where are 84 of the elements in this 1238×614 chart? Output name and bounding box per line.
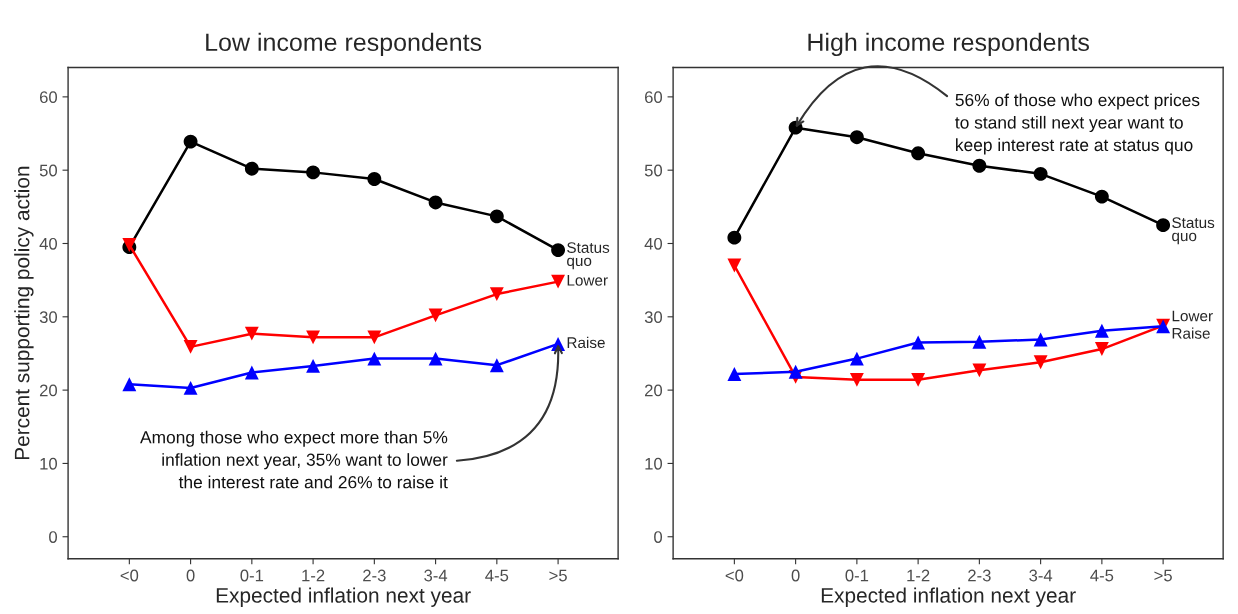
point	[727, 258, 742, 273]
point	[727, 230, 742, 245]
point	[489, 209, 504, 224]
y-tick-label: 60	[39, 91, 58, 104]
point	[551, 274, 566, 289]
point	[367, 172, 382, 186]
point	[911, 146, 926, 161]
point	[788, 364, 803, 379]
point	[183, 134, 198, 149]
point	[244, 161, 259, 176]
y-tick-label: 10	[40, 457, 58, 470]
y-tick-label: 10	[645, 457, 663, 470]
point	[911, 335, 926, 350]
point	[551, 243, 566, 258]
point	[367, 330, 382, 345]
point	[489, 287, 504, 302]
x-tick-label: <0	[725, 569, 744, 582]
x-tick-label: <0	[120, 569, 139, 582]
point	[972, 334, 987, 349]
point	[1094, 342, 1109, 357]
x-tick-label: >5	[1154, 569, 1172, 582]
point	[727, 367, 742, 381]
point	[183, 380, 198, 395]
annotation: Among those who expect more than 5% inflation next year, 35% want to lower the interest rate and 26% to raise it	[140, 430, 448, 489]
y-axis-title: Percent supporting policy action	[14, 166, 34, 460]
point	[1033, 332, 1048, 347]
point	[1033, 355, 1048, 370]
point	[911, 372, 926, 387]
point	[306, 165, 321, 180]
x-tick-label: 2-3	[968, 569, 991, 582]
y-tick-label: 20	[39, 384, 58, 397]
y-tick-label: 40	[39, 237, 58, 250]
y-tick-label: 50	[39, 164, 58, 177]
y-tick-label: 0	[654, 531, 663, 543]
annotation: Status quo	[567, 242, 610, 270]
y-tick-label: 30	[644, 311, 663, 324]
x-tick-label: 0-1	[845, 569, 869, 582]
y-tick-label: 60	[645, 91, 663, 104]
x-axis-title: Expected inflation next year	[216, 587, 471, 607]
x-tick-label: 0	[186, 569, 195, 582]
x-tick-label: 3-4	[1029, 569, 1053, 582]
annotation: 56% of those who expect prices to stand still next year want to keep interest rate at status quo	[955, 93, 1200, 155]
x-tick-label: >5	[549, 569, 567, 582]
point	[1094, 323, 1109, 338]
x-tick-label: 1-2	[907, 569, 930, 582]
point	[849, 351, 864, 366]
x-tick-label: 0-1	[240, 569, 264, 582]
point	[972, 158, 987, 173]
y-tick-label: 40	[644, 237, 663, 250]
point	[122, 377, 137, 392]
point	[1033, 166, 1048, 181]
point	[428, 351, 443, 366]
x-tick-label: 4-5	[1090, 569, 1114, 582]
x-tick-label: 2-3	[363, 569, 386, 582]
point	[1156, 218, 1171, 233]
annotation: Lower	[1172, 310, 1213, 322]
point	[306, 330, 321, 345]
point	[244, 365, 259, 380]
x-tick-label: 4-5	[485, 569, 509, 582]
chart-title: Low income respondents	[206, 32, 482, 57]
y-tick-label: 0	[49, 531, 58, 543]
x-tick-label: 0	[791, 569, 800, 582]
y-tick-label: 30	[39, 311, 58, 324]
point	[849, 130, 864, 145]
x-axis-title: Expected inflation next year	[821, 587, 1076, 607]
annotation: Raise	[567, 336, 605, 349]
point	[849, 372, 864, 387]
point	[972, 363, 987, 378]
point	[1094, 189, 1109, 204]
point	[489, 358, 504, 373]
x-tick-label: 1-2	[302, 569, 325, 582]
point	[428, 308, 443, 323]
point	[244, 326, 259, 341]
x-tick-label: 3-4	[424, 569, 448, 582]
chart-title: High income respondents	[808, 32, 1089, 57]
annotation: Lower	[567, 275, 608, 286]
point	[428, 195, 443, 210]
point	[367, 351, 382, 366]
y-tick-label: 20	[645, 384, 663, 397]
y-tick-label: 50	[644, 164, 663, 177]
point	[306, 358, 321, 373]
point	[183, 339, 198, 354]
annotation: Raise	[1172, 327, 1210, 339]
annotation: Status quo	[1172, 217, 1215, 245]
